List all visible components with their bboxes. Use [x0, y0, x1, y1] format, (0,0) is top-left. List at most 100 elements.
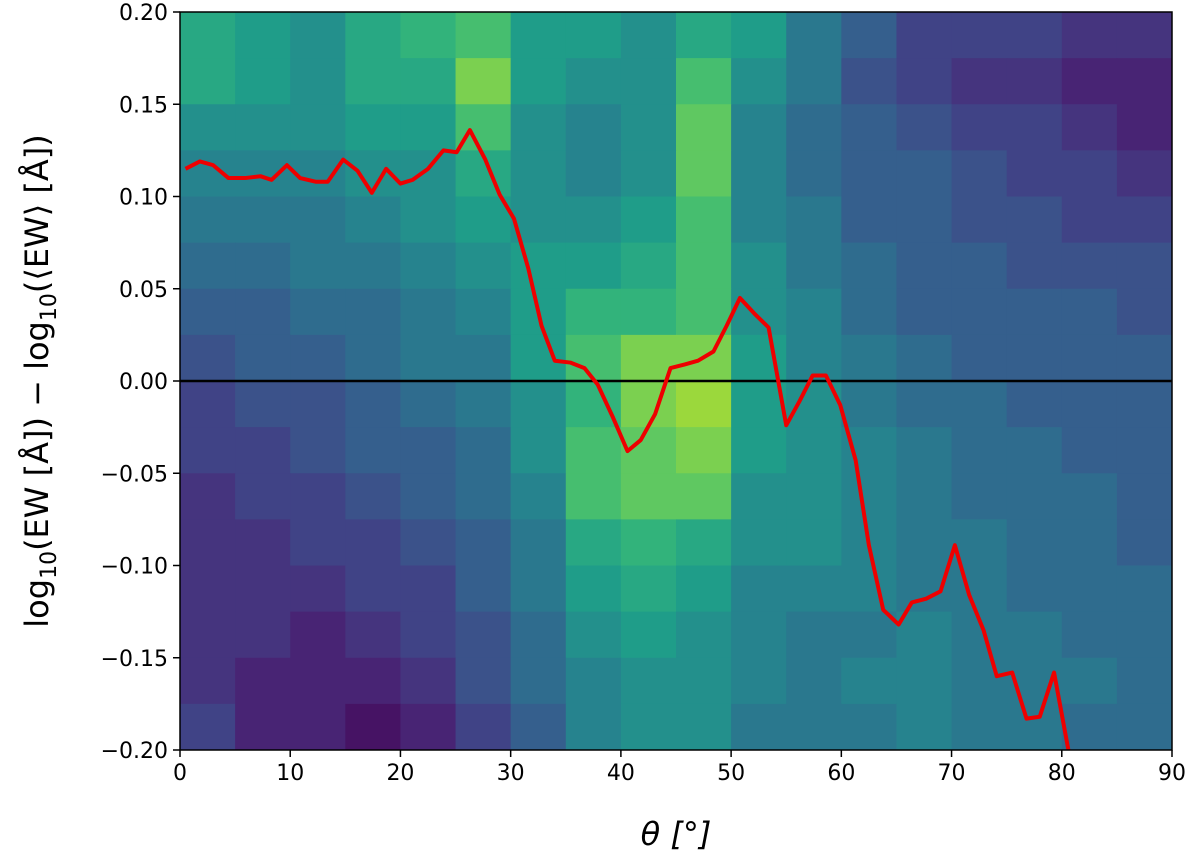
heat-cell — [841, 242, 897, 290]
heat-cell — [841, 288, 897, 336]
heat-cell — [1006, 565, 1063, 613]
heat-cell — [235, 657, 291, 705]
heat-cell — [896, 565, 953, 613]
heat-cell — [841, 150, 897, 197]
y-tick-label: 0.20 — [119, 1, 168, 26]
heat-cell — [786, 565, 842, 613]
heat-cell — [565, 473, 622, 520]
heat-cell — [510, 519, 567, 566]
heat-cell — [896, 196, 953, 244]
heat-cell — [180, 473, 236, 520]
heat-cell — [1116, 519, 1172, 566]
y-tick-label: 0.15 — [119, 93, 168, 118]
heat-cell — [1061, 288, 1118, 336]
heat-cell — [620, 657, 677, 705]
heat-cell — [841, 104, 897, 151]
heat-cell — [676, 473, 732, 520]
heat-cell — [455, 242, 512, 290]
heat-cell — [565, 12, 622, 59]
heat-cell — [731, 12, 787, 59]
heat-cell — [1006, 104, 1063, 151]
heat-cell — [841, 657, 897, 705]
x-tick-label: 30 — [497, 761, 525, 786]
heat-cell — [620, 12, 677, 59]
heat-cell — [951, 150, 1008, 197]
y-label-sub: 10 — [37, 551, 62, 579]
heat-cell — [455, 565, 512, 613]
heat-cell — [565, 58, 622, 105]
heat-cell — [290, 196, 346, 244]
heat-cell — [786, 657, 842, 705]
heat-cell — [235, 58, 291, 105]
heat-cell — [290, 334, 346, 382]
heat-cell — [1061, 381, 1118, 428]
heat-cell — [565, 150, 622, 197]
heat-cell — [565, 242, 622, 290]
heat-cell — [620, 104, 677, 151]
heat-cell — [290, 288, 346, 336]
heat-cell — [1061, 334, 1118, 382]
heat-cell — [1116, 657, 1172, 705]
heat-cell — [345, 611, 401, 659]
heat-cell — [290, 703, 346, 750]
heat-cell — [676, 381, 732, 428]
heat-cell — [1116, 288, 1172, 336]
heat-cell — [455, 611, 512, 659]
heat-cell — [565, 334, 622, 382]
heat-cell — [565, 703, 622, 750]
heat-cell — [400, 565, 457, 613]
heat-cell — [1061, 473, 1118, 520]
heat-cell — [1116, 12, 1172, 59]
heat-cell — [180, 519, 236, 566]
heat-cell — [235, 334, 291, 382]
heat-cell — [510, 150, 567, 197]
heat-cell — [180, 104, 236, 151]
heat-cell — [455, 12, 512, 59]
heat-cell — [510, 427, 567, 474]
heat-cell — [786, 703, 842, 750]
heat-cell — [1006, 150, 1063, 197]
heat-cell — [345, 196, 401, 244]
heat-cell — [896, 242, 953, 290]
heat-cell — [565, 196, 622, 244]
heat-cell — [951, 519, 1008, 566]
heat-cell — [1061, 12, 1118, 59]
y-tick-label: 0.10 — [119, 186, 168, 211]
heat-cell — [1006, 242, 1063, 290]
heat-cell — [1116, 703, 1172, 750]
heat-cell — [180, 58, 236, 105]
x-axis-label: θ [°] — [641, 815, 712, 853]
y-tick-label: −0.15 — [101, 647, 168, 672]
heat-cell — [951, 12, 1008, 59]
y-axis-label: log10(EW [Å]) − log10(⟨EW⟩ [Å]) — [18, 134, 62, 627]
heat-cell — [1006, 611, 1063, 659]
heat-cell — [841, 703, 897, 750]
y-tick-label: −0.05 — [101, 462, 168, 487]
x-tick-label: 80 — [1048, 761, 1076, 786]
heat-cell — [676, 242, 732, 290]
heat-cell — [620, 242, 677, 290]
heat-cell — [731, 473, 787, 520]
heat-cell — [510, 473, 567, 520]
heat-cell — [1116, 150, 1172, 197]
heat-cell — [290, 12, 346, 59]
heat-cell — [896, 334, 953, 382]
y-tick-label: 0.05 — [119, 278, 168, 303]
heat-cell — [676, 657, 732, 705]
heat-cell — [841, 381, 897, 428]
heat-cell — [841, 334, 897, 382]
heat-cell — [620, 381, 677, 428]
heat-cell — [400, 334, 457, 382]
heat-cell — [896, 288, 953, 336]
heat-cell — [565, 657, 622, 705]
y-label-sub: 10 — [37, 293, 62, 321]
heat-cell — [400, 196, 457, 244]
heat-cell — [1061, 58, 1118, 105]
heat-cell — [951, 473, 1008, 520]
heat-cell — [455, 427, 512, 474]
heat-cell — [786, 611, 842, 659]
heat-cell — [731, 242, 787, 290]
heat-cell — [565, 611, 622, 659]
heat-cell — [1006, 288, 1063, 336]
heat-cell — [510, 334, 567, 382]
